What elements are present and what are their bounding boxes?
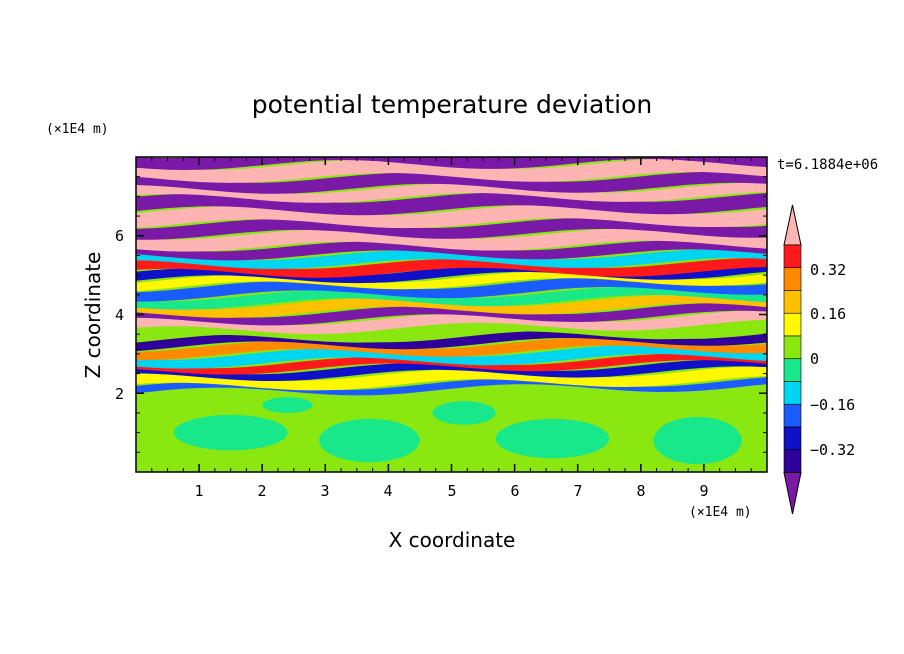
contour-band xyxy=(136,310,767,334)
contour-band xyxy=(136,249,767,269)
contour-band xyxy=(136,171,767,194)
x-tick-label: 3 xyxy=(320,482,329,500)
colorbar-bottom-arrow xyxy=(783,472,802,515)
y-tick-labels: 2 4 6 xyxy=(115,227,124,403)
x-tick-label: 5 xyxy=(447,482,456,500)
x-tick-label: 2 xyxy=(257,482,266,500)
colorbar-label: 0.32 xyxy=(810,261,846,279)
x-tick-label: 4 xyxy=(383,482,392,500)
colorbar-top-arrow xyxy=(783,204,802,246)
colorbar-swatch xyxy=(783,449,802,473)
contour-band xyxy=(136,345,767,369)
y-axis-label: Z coordinate xyxy=(81,252,105,379)
contour-band xyxy=(136,182,767,203)
x-tick-label: 1 xyxy=(194,482,203,500)
y-tick-label: 4 xyxy=(115,306,124,324)
contour-band xyxy=(136,277,767,302)
colorbar-swatch xyxy=(783,335,802,360)
contour-band xyxy=(136,337,767,361)
colorbar-swatch xyxy=(783,403,802,428)
contour-band xyxy=(136,377,767,396)
x-tick-labels: 1 2 3 4 5 6 7 8 9 xyxy=(194,482,708,500)
colorbar-label: 0.16 xyxy=(810,305,846,323)
lower-layer xyxy=(173,397,742,465)
contour-band xyxy=(136,294,767,318)
x-tick-label: 9 xyxy=(699,482,708,500)
chart-title: potential temperature deviation xyxy=(252,90,652,119)
contour-band xyxy=(136,218,767,240)
colorbar-swatch xyxy=(783,358,802,382)
contour-band xyxy=(136,192,767,216)
y-tick-label: 6 xyxy=(115,227,124,245)
colorbar xyxy=(783,204,802,515)
contour-band xyxy=(136,359,767,381)
contour-region xyxy=(318,418,420,463)
colorbar-swatch xyxy=(783,244,802,269)
colorbar-labels: 0.32 0.16 0 −0.16 −0.32 xyxy=(810,261,855,459)
colorbar-swatch xyxy=(783,267,802,291)
x-tick-label: 6 xyxy=(510,482,519,500)
time-label: t=6.1884e+06 xyxy=(777,157,878,173)
contour-band xyxy=(136,228,767,252)
contour-band xyxy=(136,240,767,261)
contour-band xyxy=(136,158,767,183)
contour-band xyxy=(136,258,767,278)
upper-layer-bands xyxy=(136,157,767,396)
colorbar-label: −0.16 xyxy=(810,396,855,414)
contour-band xyxy=(136,320,767,343)
x-tick-label: 7 xyxy=(573,482,582,500)
contour-region xyxy=(173,414,288,451)
colorbar-swatch xyxy=(783,290,802,314)
y-tick-label: 2 xyxy=(115,385,124,403)
colorbar-swatch xyxy=(783,381,802,405)
contour-region xyxy=(495,418,610,459)
x-tick-label: 8 xyxy=(636,482,645,500)
contour-band xyxy=(136,353,767,375)
y-unit-label: (×1E4 m) xyxy=(46,122,109,137)
contour-band xyxy=(136,286,767,310)
colorbar-swatch xyxy=(783,312,802,337)
contour-region xyxy=(653,416,742,465)
tick-marks xyxy=(136,157,767,472)
contour-region xyxy=(432,401,496,425)
contour-region xyxy=(262,397,313,413)
contour-band xyxy=(136,366,767,391)
colorbar-swatch xyxy=(783,426,802,451)
x-unit-label: (×1E4 m) xyxy=(689,505,752,520)
contour-band xyxy=(136,303,767,326)
contour-field xyxy=(136,157,767,472)
colorbar-label: −0.32 xyxy=(810,441,855,459)
contour-band xyxy=(136,262,767,284)
x-axis-label: X coordinate xyxy=(389,528,516,552)
colorbar-label: 0 xyxy=(810,350,819,368)
